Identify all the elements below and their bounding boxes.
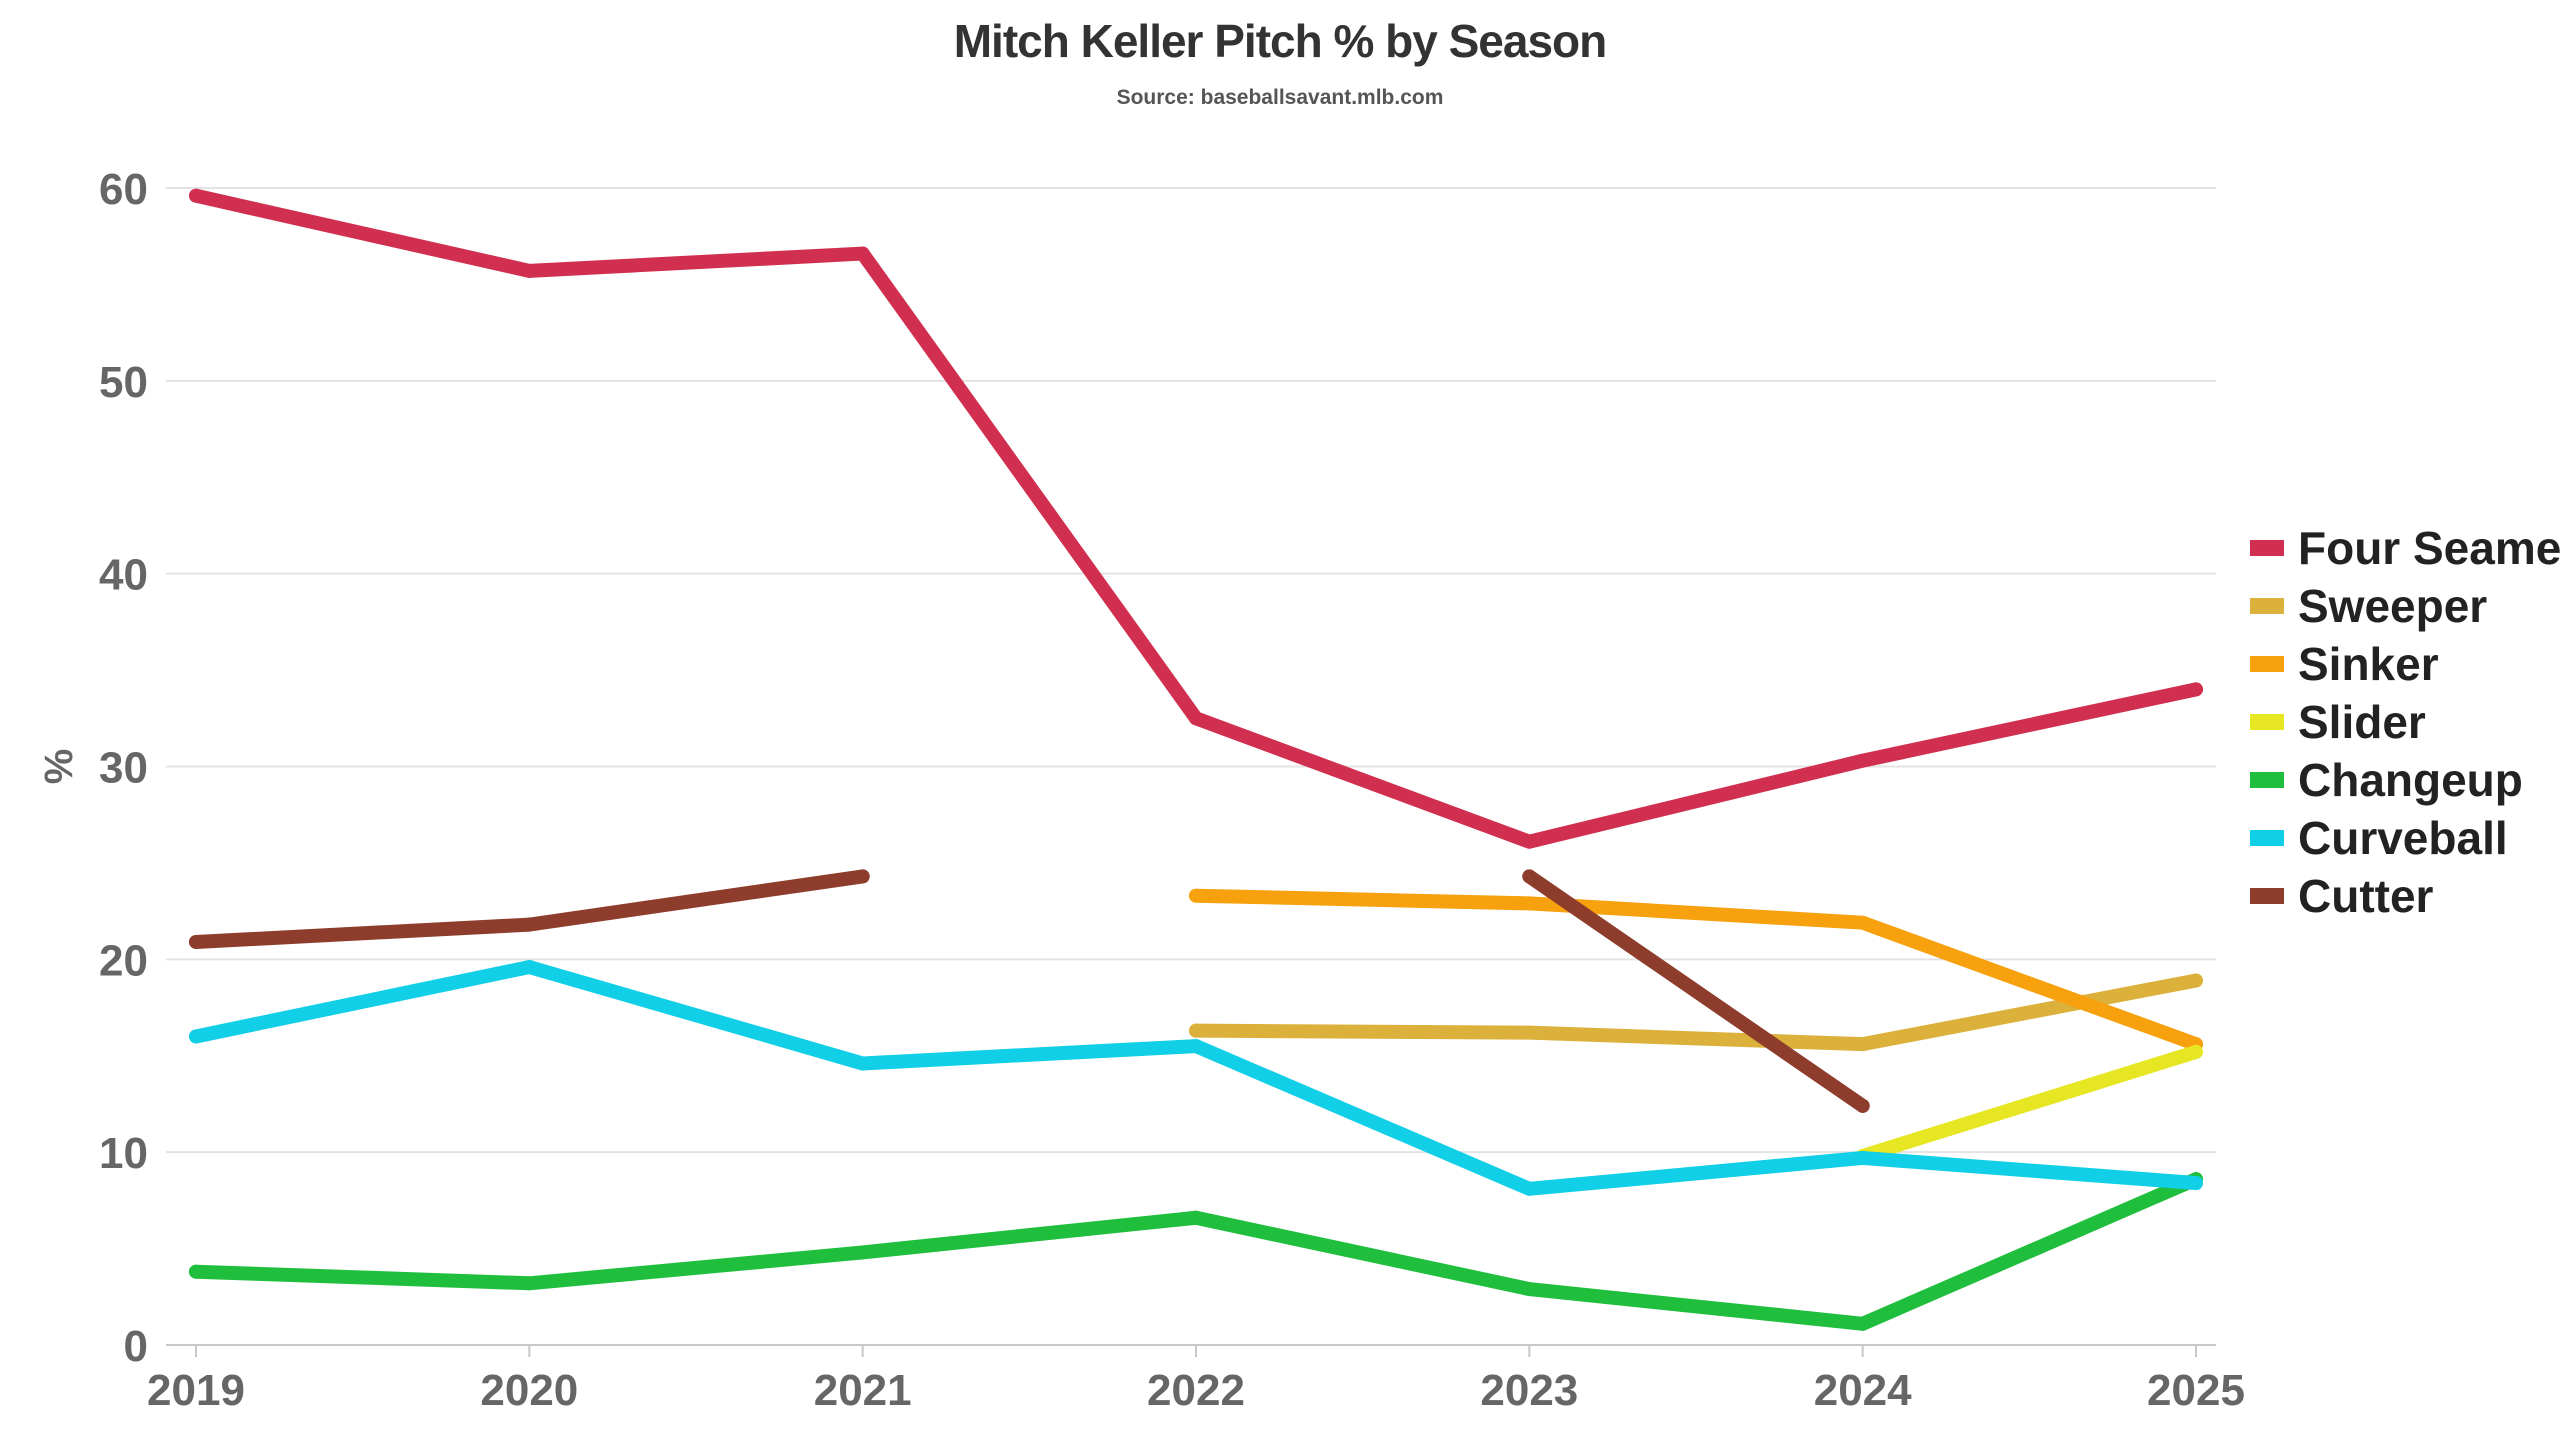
data-point bbox=[855, 1245, 870, 1260]
series-line bbox=[189, 188, 2203, 849]
data-point bbox=[1189, 1039, 1203, 1054]
data-point bbox=[855, 246, 870, 261]
data-point bbox=[855, 1056, 870, 1071]
chart-title: Mitch Keller Pitch % by Season bbox=[953, 15, 1608, 67]
legend-swatch bbox=[2250, 598, 2284, 614]
series-lines bbox=[189, 188, 2203, 1331]
data-point bbox=[522, 960, 537, 975]
legend-swatch bbox=[2250, 540, 2284, 556]
series-line bbox=[189, 1172, 2203, 1331]
series-line bbox=[1189, 973, 2203, 1052]
data-point bbox=[1522, 869, 1537, 884]
data-point bbox=[189, 1264, 203, 1279]
data-point bbox=[855, 869, 870, 884]
data-point bbox=[522, 1276, 537, 1291]
series-line bbox=[189, 960, 2203, 1196]
x-tick-label: 2021 bbox=[814, 1366, 912, 1415]
data-point bbox=[1855, 1037, 1870, 1052]
legend-label: Changeup bbox=[2298, 754, 2523, 806]
data-point bbox=[1855, 915, 1870, 930]
legend-item: Changeup bbox=[2250, 754, 2523, 806]
x-tick-label: 2024 bbox=[1814, 1366, 1912, 1415]
legend-label: Slider bbox=[2298, 696, 2426, 748]
x-tick-label: 2023 bbox=[1480, 1366, 1578, 1415]
data-point bbox=[2189, 1176, 2203, 1191]
data-point bbox=[1189, 1210, 1203, 1225]
legend-swatch bbox=[2250, 772, 2284, 788]
series-line bbox=[189, 869, 870, 949]
x-tick-label: 2019 bbox=[147, 1366, 245, 1415]
data-point bbox=[189, 188, 203, 203]
series-line bbox=[1189, 888, 2203, 1052]
data-point bbox=[522, 917, 537, 932]
y-axis-label: % bbox=[37, 749, 81, 785]
data-point bbox=[1522, 1025, 1537, 1040]
series-curveball bbox=[189, 960, 2203, 1196]
legend-label: Curveball bbox=[2298, 812, 2508, 864]
legend-label: Sinker bbox=[2298, 638, 2439, 690]
legend-label: Cutter bbox=[2298, 870, 2434, 922]
data-point bbox=[2189, 682, 2203, 697]
data-point bbox=[1522, 896, 1537, 911]
series-changeup bbox=[189, 1172, 2203, 1331]
series-cutter bbox=[189, 869, 1870, 1113]
legend-swatch bbox=[2250, 888, 2284, 904]
legend-item: Four Seamer bbox=[2250, 522, 2560, 574]
data-point bbox=[189, 934, 203, 949]
x-tick-label: 2025 bbox=[2147, 1366, 2245, 1415]
x-tick-label: 2020 bbox=[480, 1366, 578, 1415]
legend: Four Seamer Sweeper Sinker Slider Changeup Cu… bbox=[2250, 522, 2560, 922]
data-point bbox=[2189, 1044, 2203, 1059]
chart-subtitle: Source: baseballsavant.mlb.com bbox=[1116, 86, 1444, 109]
y-tick-label: 40 bbox=[99, 551, 148, 600]
series-slider bbox=[1855, 1044, 2203, 1164]
x-tick-label: 2022 bbox=[1147, 1366, 1245, 1415]
series-sweeper bbox=[1189, 973, 2203, 1052]
legend-item: Cutter bbox=[2250, 870, 2434, 922]
legend-swatch bbox=[2250, 830, 2284, 846]
axes: 0 10 20 30 40 50 60 2019 2020 2021 2022 2023 2024 202… bbox=[37, 165, 2245, 1415]
data-point bbox=[1855, 1316, 1870, 1331]
y-tick-label: 10 bbox=[99, 1129, 148, 1178]
legend-item: Slider bbox=[2250, 696, 2426, 748]
legend-swatch bbox=[2250, 656, 2284, 672]
series-sinker bbox=[1189, 888, 2203, 1052]
legend-label: Sweeper bbox=[2298, 580, 2487, 632]
data-point bbox=[1522, 834, 1537, 849]
y-tick-label: 60 bbox=[99, 165, 148, 214]
legend-swatch bbox=[2250, 714, 2284, 730]
legend-item: Sinker bbox=[2250, 638, 2439, 690]
gridlines bbox=[166, 187, 2216, 1154]
y-tick-label: 0 bbox=[124, 1322, 148, 1371]
data-point bbox=[1855, 1098, 1870, 1113]
data-point bbox=[1855, 1150, 1870, 1165]
series-line bbox=[1522, 869, 1870, 1113]
series-four-seamer bbox=[189, 188, 2203, 849]
y-tick-label: 20 bbox=[99, 936, 148, 985]
data-point bbox=[189, 1029, 203, 1044]
data-point bbox=[1189, 711, 1203, 726]
data-point bbox=[1522, 1181, 1537, 1196]
data-point bbox=[2189, 973, 2203, 988]
legend-item: Curveball bbox=[2250, 812, 2508, 864]
data-point bbox=[522, 263, 537, 278]
data-point bbox=[1189, 888, 1203, 903]
series-line bbox=[1855, 1044, 2203, 1164]
y-tick-label: 30 bbox=[99, 744, 148, 793]
data-point bbox=[1522, 1282, 1537, 1297]
legend-label: Four Seamer bbox=[2298, 522, 2560, 574]
data-point bbox=[1855, 753, 1870, 768]
legend-item: Sweeper bbox=[2250, 580, 2487, 632]
data-point bbox=[1189, 1023, 1203, 1038]
y-tick-label: 50 bbox=[99, 358, 148, 407]
